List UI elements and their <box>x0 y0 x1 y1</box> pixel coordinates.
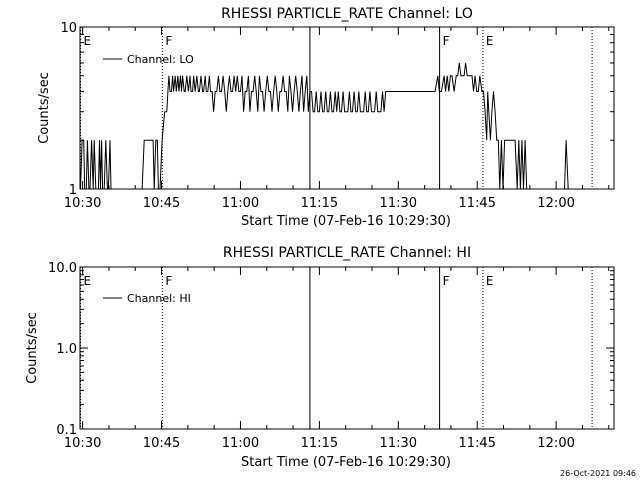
panel-lo-y-axis: 1 10 <box>60 21 614 198</box>
x-tick-label: 11:30 <box>380 196 417 211</box>
panel-hi: RHESSI PARTICLE_RATE Channel: HI E F F E 10… <box>25 245 615 470</box>
panel-hi-title: RHESSI PARTICLE_RATE Channel: HI <box>223 245 471 261</box>
panel-hi-y-axis: 0.1 1.0 10.0 <box>48 261 614 438</box>
y-tick-label: 1 <box>69 183 77 198</box>
event-marker-label: F <box>443 274 450 288</box>
x-tick-label: 12:00 <box>537 196 574 211</box>
panel-hi-x-axis-title: Start Time (07-Feb-16 10:29:30) <box>241 455 451 470</box>
panel-hi-y-axis-title: Counts/sec <box>25 312 40 384</box>
x-tick-label: 11:15 <box>301 436 338 451</box>
y-tick-label: 10 <box>60 21 77 36</box>
data-series-line <box>80 62 589 190</box>
panel-lo-legend: Channel: LO <box>103 53 194 66</box>
x-tick-label: 11:30 <box>380 436 417 451</box>
event-marker-label: E <box>84 274 92 288</box>
event-marker-label: F <box>165 274 172 288</box>
x-tick-label: 12:00 <box>537 436 574 451</box>
x-tick-label: 11:15 <box>301 196 338 211</box>
x-tick-label: 11:00 <box>222 436 259 451</box>
y-tick-label: 1.0 <box>56 342 77 357</box>
panel-lo-title: RHESSI PARTICLE_RATE Channel: LO <box>221 6 473 22</box>
event-marker-label: F <box>443 34 450 48</box>
x-tick-label: 10:45 <box>143 436 180 451</box>
panel-hi-x-axis: 10:30 10:45 11:00 11:15 11:30 11:45 12:00 <box>64 267 610 451</box>
x-tick-label: 10:30 <box>64 436 101 451</box>
x-tick-label: 11:00 <box>222 196 259 211</box>
panel-lo-y-axis-title: Counts/sec <box>37 72 52 144</box>
event-marker-label: F <box>165 34 172 48</box>
y-tick-label: 0.1 <box>56 423 77 438</box>
panel-lo-legend-label: Channel: LO <box>127 53 194 66</box>
y-tick-label: 10.0 <box>48 261 77 276</box>
panel-lo-x-axis-title: Start Time (07-Feb-16 10:29:30) <box>241 214 451 229</box>
panel-lo-x-axis: 10:30 10:45 11:00 11:15 11:30 11:45 12:00 <box>64 27 610 211</box>
x-tick-label: 11:45 <box>458 196 495 211</box>
panel-lo-plot-frame <box>79 26 615 190</box>
event-marker-label: E <box>486 34 494 48</box>
x-tick-label: 10:45 <box>143 196 180 211</box>
event-marker-label: E <box>486 274 494 288</box>
generation-timestamp: 26-Oct-2021 09:46 <box>560 469 636 478</box>
x-tick-label: 11:45 <box>458 436 495 451</box>
panel-lo: RHESSI PARTICLE_RATE Channel: LO E F F E 10… <box>37 6 615 229</box>
x-tick-label: 10:30 <box>64 196 101 211</box>
panel-lo-series <box>80 62 589 190</box>
panel-hi-legend-label: Channel: HI <box>127 292 191 305</box>
event-marker-label: E <box>84 34 92 48</box>
panel-hi-legend: Channel: HI <box>103 292 191 305</box>
